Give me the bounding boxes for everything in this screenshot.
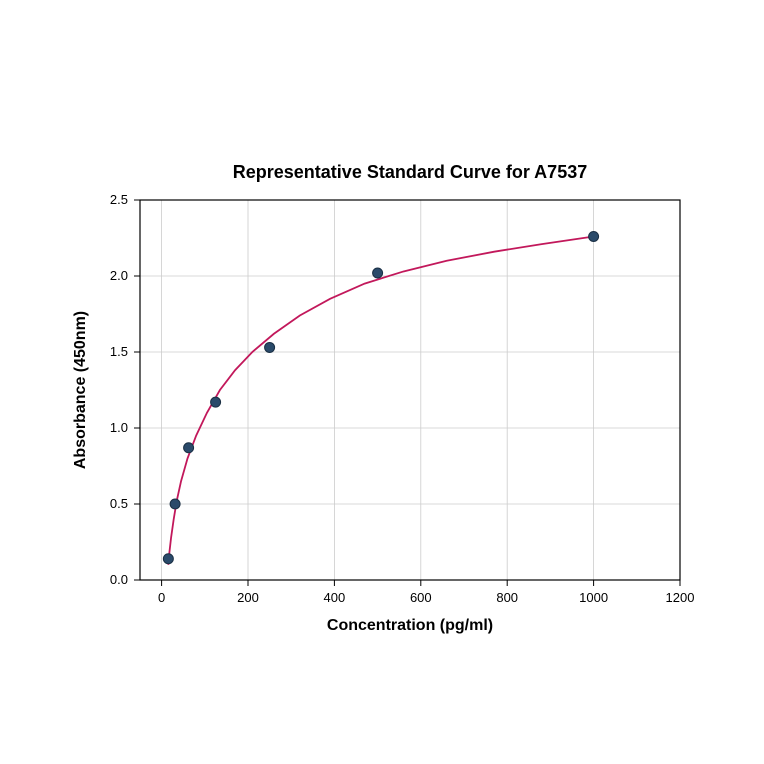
chart-background bbox=[0, 0, 764, 764]
x-tick-label: 400 bbox=[324, 590, 346, 605]
x-tick-label: 0 bbox=[158, 590, 165, 605]
data-point bbox=[589, 231, 599, 241]
y-tick-label: 1.0 bbox=[110, 420, 128, 435]
y-tick-label: 0.0 bbox=[110, 572, 128, 587]
x-tick-label: 1000 bbox=[579, 590, 608, 605]
x-tick-label: 600 bbox=[410, 590, 432, 605]
y-axis-label: Absorbance (450nm) bbox=[72, 311, 89, 469]
data-point bbox=[211, 397, 221, 407]
data-point bbox=[373, 268, 383, 278]
data-point bbox=[163, 554, 173, 564]
y-tick-label: 1.5 bbox=[110, 344, 128, 359]
data-point bbox=[265, 342, 275, 352]
y-tick-label: 0.5 bbox=[110, 496, 128, 511]
x-tick-label: 1200 bbox=[666, 590, 695, 605]
x-tick-label: 800 bbox=[496, 590, 518, 605]
x-axis-label: Concentration (pg/ml) bbox=[327, 617, 493, 634]
y-tick-label: 2.5 bbox=[110, 192, 128, 207]
data-point bbox=[170, 499, 180, 509]
y-tick-label: 2.0 bbox=[110, 268, 128, 283]
standard-curve-chart: 0 200 400 600 800 1000 1200 0.0 0.5 1.0 1.5 2.0 2.5 R… bbox=[0, 0, 764, 764]
data-point bbox=[184, 443, 194, 453]
x-tick-label: 200 bbox=[237, 590, 259, 605]
chart-title: Representative Standard Curve for A7537 bbox=[233, 162, 587, 182]
chart-container: 0 200 400 600 800 1000 1200 0.0 0.5 1.0 1.5 2.0 2.5 R… bbox=[0, 0, 764, 764]
